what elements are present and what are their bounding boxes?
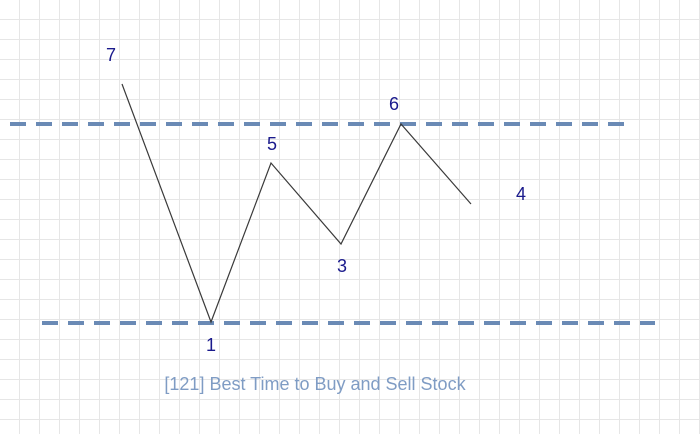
point-label-5: 5 <box>267 134 277 154</box>
point-label-3: 3 <box>337 256 347 276</box>
point-label-1: 1 <box>206 335 216 355</box>
point-label-6: 6 <box>389 94 399 114</box>
point-label-7: 7 <box>106 45 116 65</box>
diagram-caption: [121] Best Time to Buy and Sell Stock <box>164 374 466 394</box>
price-line <box>121 83 472 324</box>
point-label-4: 4 <box>516 184 526 204</box>
